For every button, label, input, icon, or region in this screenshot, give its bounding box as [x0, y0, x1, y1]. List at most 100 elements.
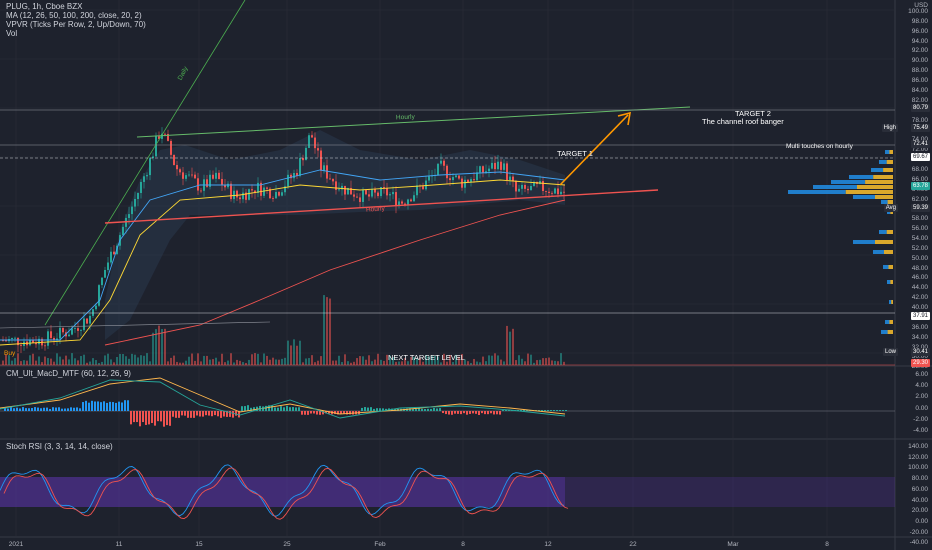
- candle-body: [395, 192, 397, 206]
- macd-histogram-bar: [199, 411, 201, 417]
- volume-bar: [494, 353, 496, 365]
- candle-body: [353, 194, 355, 197]
- volume-bar: [77, 360, 79, 365]
- candle-body: [239, 197, 241, 200]
- stoch-band-extend: [565, 477, 895, 507]
- vpvr-legend[interactable]: VPVR (Ticks Per Row, 2, Up/Down, 70): [6, 20, 146, 29]
- volume-bar: [317, 360, 319, 365]
- rsi-axis-label: 80.00: [911, 475, 928, 483]
- macd-histogram-bar: [415, 408, 417, 411]
- macd-histogram-bar: [295, 407, 297, 411]
- time-axis-label: 15: [195, 541, 203, 548]
- candle-body: [362, 189, 364, 202]
- volume-bar: [110, 359, 112, 365]
- macd-histogram-bar: [34, 407, 36, 411]
- volume-bar: [44, 356, 46, 365]
- volume-bar: [173, 355, 175, 365]
- macd-histogram-bar: [496, 411, 498, 415]
- candle-body: [407, 199, 409, 205]
- volume-bar: [266, 355, 268, 365]
- volume-bar: [245, 362, 247, 365]
- ma-legend[interactable]: MA (12, 26, 50, 100, 200, close, 20, 2): [6, 11, 142, 20]
- volume-profile-up: [873, 250, 884, 254]
- macd-histogram-bar: [208, 411, 210, 416]
- macd-histogram-bar: [10, 407, 12, 411]
- candle-body: [164, 133, 166, 135]
- low-price-tag: 30.41: [910, 348, 930, 356]
- macd-histogram-bar: [484, 411, 486, 415]
- macd-histogram-bar: [319, 411, 321, 415]
- macd-histogram-bar: [232, 411, 234, 418]
- volume-bar: [62, 359, 64, 365]
- candle-body: [95, 305, 97, 310]
- macd-pane-title[interactable]: CM_Ult_MacD_MTF (60, 12, 26, 9): [6, 369, 131, 378]
- volume-bar: [479, 362, 481, 365]
- symbol-legend[interactable]: PLUG, 1h, Cboe BZX: [6, 2, 83, 11]
- macd-histogram-bar: [541, 410, 543, 411]
- macd-histogram-bar: [523, 410, 525, 411]
- volume-bar: [380, 359, 382, 365]
- macd-histogram-bar: [37, 407, 39, 411]
- candle-body: [308, 135, 310, 148]
- rsi-axis-label: 40.00: [911, 496, 928, 504]
- candle-body: [284, 186, 286, 193]
- candle-body: [485, 171, 487, 173]
- volume-bar: [56, 353, 58, 365]
- volume-bar: [116, 356, 118, 365]
- price-axis-label: 72.00: [911, 146, 928, 154]
- macd-histogram-bar: [64, 408, 66, 411]
- macd-histogram-bar: [73, 407, 75, 411]
- volume-profile-down: [886, 160, 893, 164]
- macd-histogram-bar: [427, 408, 429, 411]
- macd-histogram-bar: [229, 411, 231, 417]
- volume-bar: [407, 361, 409, 365]
- macd-histogram-bar: [481, 411, 483, 414]
- macd-histogram-bar: [277, 407, 279, 411]
- candle-body: [293, 172, 295, 179]
- volume-profile-up: [879, 230, 887, 234]
- macd-histogram-bar: [436, 408, 438, 411]
- volume-bar: [92, 358, 94, 365]
- candle-body: [467, 179, 469, 183]
- volume-profile-up: [871, 168, 884, 172]
- candle-body: [527, 188, 529, 191]
- macd-histogram-bar: [250, 407, 252, 411]
- macd-histogram-bar: [313, 411, 315, 414]
- volume-bar: [326, 297, 328, 365]
- volume-profile-up: [881, 330, 888, 334]
- stoch-pane-title[interactable]: Stoch RSI (3, 3, 14, 14, close): [6, 442, 113, 451]
- volume-profile-up: [853, 195, 875, 199]
- volume-bar: [128, 358, 130, 365]
- macd-histogram-bar: [553, 410, 555, 411]
- volume-bar: [242, 362, 244, 365]
- candle-body: [560, 191, 562, 195]
- volume-bar: [95, 360, 97, 365]
- macd-histogram-bar: [16, 407, 18, 411]
- macd-histogram-bar: [565, 410, 567, 411]
- candle-body: [131, 206, 133, 215]
- volume-bar: [374, 359, 376, 365]
- macd-histogram-bar: [301, 411, 303, 415]
- macd-axis-label: 4.00: [915, 382, 928, 390]
- volume-bar: [476, 361, 478, 365]
- macd-histogram-bar: [91, 400, 93, 411]
- macd-histogram-bar: [76, 407, 78, 411]
- volume-bar: [443, 353, 445, 365]
- rsi-axis-label: 140.00: [908, 443, 928, 450]
- target1-label: TARGET 1: [557, 149, 593, 158]
- macd-histogram-bar: [289, 407, 291, 411]
- volume-bar: [551, 360, 553, 365]
- volume-bar: [503, 361, 505, 365]
- candle-body: [32, 339, 34, 343]
- macd-histogram-bar: [334, 411, 336, 414]
- macd-histogram-bar: [19, 408, 21, 411]
- candle-body: [86, 318, 88, 324]
- macd-histogram-bar: [466, 411, 468, 415]
- candle-body: [197, 178, 199, 191]
- top-price-tag: 80.79: [910, 104, 930, 112]
- macd-histogram-bar: [157, 411, 159, 422]
- volume-legend[interactable]: Vol: [6, 29, 18, 38]
- macd-histogram-bar: [478, 411, 480, 415]
